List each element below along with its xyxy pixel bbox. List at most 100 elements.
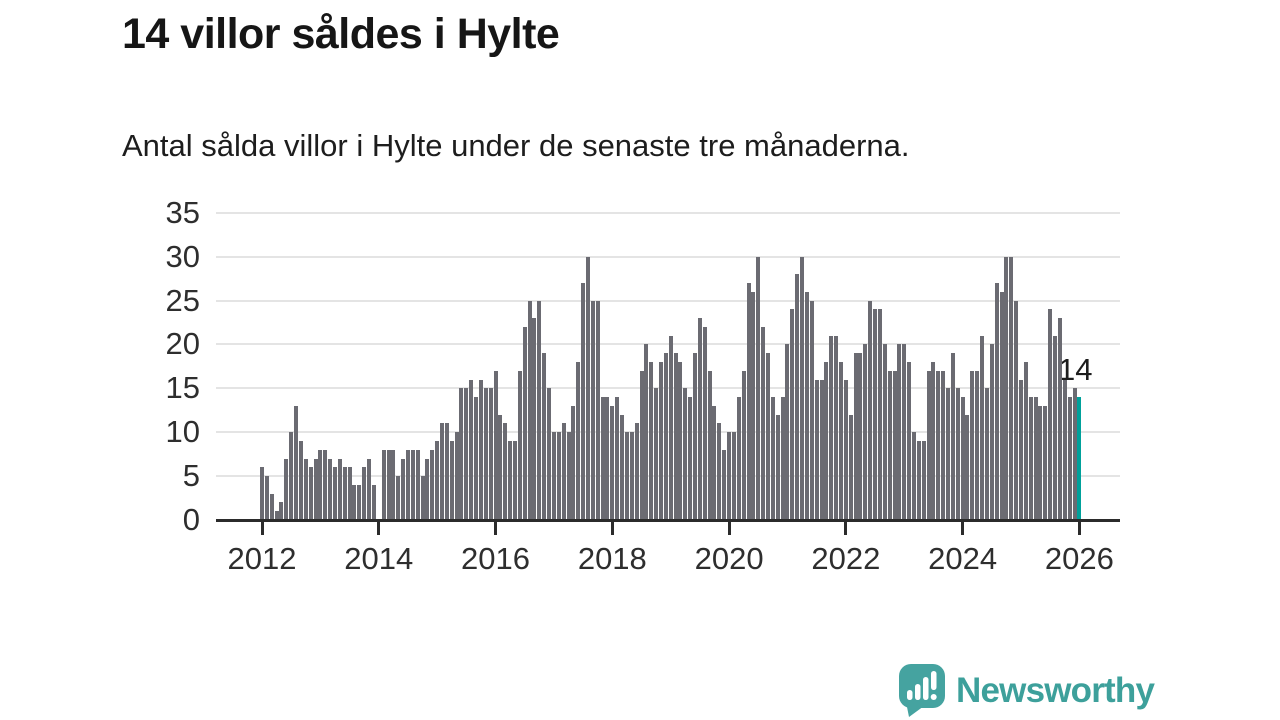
bar: [1043, 405, 1048, 520]
bar: [1019, 379, 1024, 520]
bar: [532, 318, 537, 520]
bar: [522, 326, 527, 520]
bar: [1023, 361, 1028, 520]
bar: [440, 423, 445, 520]
gridline-y15: [216, 387, 1120, 390]
gridline-y10: [216, 431, 1120, 434]
bar: [435, 440, 440, 520]
bar: [819, 379, 824, 520]
bar: [736, 397, 741, 520]
gridline-y25: [216, 299, 1120, 302]
bar: [911, 432, 916, 520]
y-axis-tick-label: 5: [182, 458, 200, 494]
bar: [493, 370, 498, 520]
bar: [391, 449, 396, 520]
bar: [629, 432, 634, 520]
bar: [503, 423, 508, 520]
bar: [907, 361, 912, 520]
bar: [838, 361, 843, 520]
bar: [649, 361, 654, 520]
bar: [702, 326, 707, 520]
bar: [800, 256, 805, 520]
bar: [746, 282, 751, 520]
bar: [1053, 335, 1058, 520]
bar: [542, 353, 547, 520]
bar: [970, 370, 975, 520]
bar: [688, 397, 693, 520]
x-axis-tick-label: 2022: [811, 541, 881, 576]
gridline-y30: [216, 255, 1120, 258]
bar: [547, 388, 552, 520]
bar: [668, 335, 673, 520]
bar: [984, 388, 989, 520]
bar: [785, 344, 790, 520]
bar: [269, 493, 274, 520]
bar: [624, 432, 629, 520]
bar: [814, 379, 819, 520]
bar: [332, 467, 337, 520]
bar: [658, 361, 663, 520]
bar: [1028, 397, 1033, 520]
bar: [673, 353, 678, 520]
bar: [965, 414, 970, 520]
bar: [834, 335, 839, 520]
bar: [289, 432, 294, 520]
gridline-y35: [216, 211, 1120, 214]
bar: [1048, 309, 1053, 520]
x-axis-tick-label: 2018: [577, 541, 647, 576]
bar: [654, 388, 659, 520]
bar: [508, 440, 513, 520]
y-axis-tick-label: 35: [165, 194, 200, 230]
x-axis-tick-mark: [961, 521, 965, 535]
bar: [678, 361, 683, 520]
bar: [897, 344, 902, 520]
bar: [843, 379, 848, 520]
bar: [615, 397, 620, 520]
bar: [697, 318, 702, 520]
bar: [712, 405, 717, 520]
bar: [323, 449, 328, 520]
bar: [707, 370, 712, 520]
gridline-y5: [216, 475, 1120, 478]
bar: [858, 353, 863, 520]
bar: [362, 467, 367, 520]
bar: [693, 353, 698, 520]
x-axis-tick-label: 2024: [928, 541, 998, 576]
bar: [848, 414, 853, 520]
bar: [469, 379, 474, 520]
bar: [478, 379, 483, 520]
bar: [420, 476, 425, 520]
bar: [683, 388, 688, 520]
bar: [513, 440, 517, 520]
bar: [921, 440, 926, 520]
bar: [313, 458, 318, 520]
bar: [537, 300, 542, 520]
x-axis-tick-label: 2020: [694, 541, 764, 576]
bar: [775, 414, 780, 520]
x-axis-tick-mark: [1077, 521, 1081, 535]
bar: [1072, 388, 1077, 520]
x-axis-tick-label: 2016: [461, 541, 531, 576]
bar: [279, 502, 284, 520]
bar: [430, 449, 435, 520]
bar: [483, 388, 488, 520]
bar: [415, 449, 420, 520]
x-axis-tick-mark: [844, 521, 848, 535]
bar: [566, 432, 571, 520]
bar: [853, 353, 858, 520]
bar: [337, 458, 342, 520]
bar: [999, 291, 1004, 520]
bar: [590, 300, 595, 520]
bar: [936, 370, 941, 520]
bar: [868, 300, 873, 520]
bar: [790, 309, 795, 520]
bar: [605, 397, 610, 520]
bar: [488, 388, 493, 520]
bar: [639, 370, 644, 520]
bar: [595, 300, 600, 520]
bar: [1057, 318, 1062, 520]
bar: [264, 476, 269, 520]
bar: [610, 405, 615, 520]
bar: [766, 353, 770, 520]
bar: [975, 370, 980, 520]
